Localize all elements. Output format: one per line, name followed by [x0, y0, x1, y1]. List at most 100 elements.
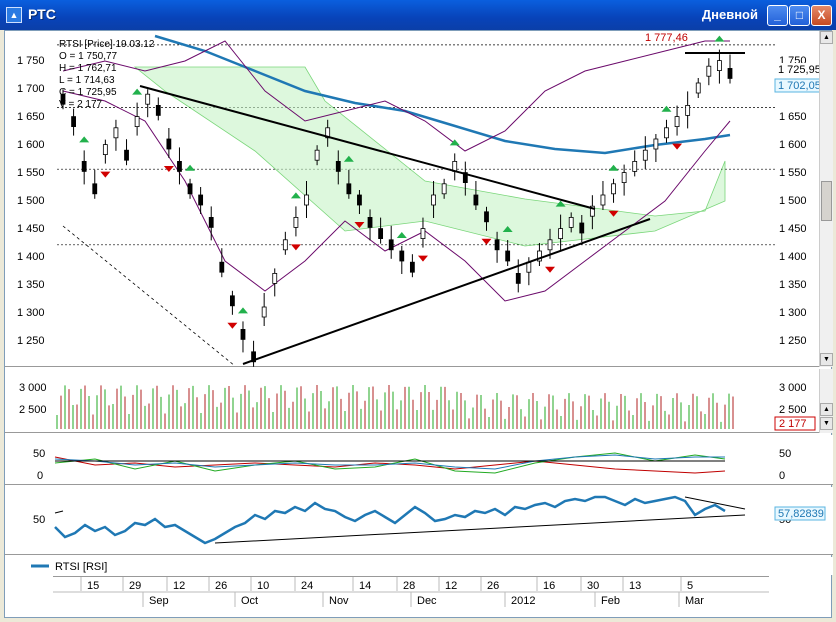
candle-body [568, 216, 574, 228]
candle-body [409, 261, 415, 273]
sell-signal-arrow [545, 266, 556, 273]
day-tick-label: 26 [215, 580, 227, 592]
osc-tick-right: 50 [779, 448, 791, 460]
candle-body [357, 194, 362, 206]
day-tick-label: 12 [173, 580, 185, 592]
volume-tick-right: 3 000 [779, 382, 807, 394]
rsi-line [54, 495, 726, 545]
legend-series-label: RTSI [RSI] [55, 561, 107, 573]
candle-body [272, 272, 278, 284]
candle-body [60, 93, 66, 105]
price-tick-left: 1 250 [17, 335, 45, 347]
price-tick-left: 1 450 [17, 223, 45, 235]
volume-tick-right: 2 500 [779, 404, 807, 416]
price-pane[interactable]: 1 750 1 700 1 650 1 600 1 550 1 500 1 450 1 400… [5, 31, 833, 367]
scroll-down-arrow[interactable]: ▼ [820, 353, 833, 366]
legend: RTSI [RSI] [5, 557, 833, 575]
buy-signal-arrow [290, 192, 301, 199]
dashed-diagonal [62, 225, 236, 367]
ohlc-info-line: C = 1 725,95 [59, 87, 117, 98]
candle-body [177, 160, 182, 172]
candle-body [462, 172, 468, 184]
oscillator-chart[interactable]: 50 0 50 0 [5, 435, 833, 485]
current-price-box [775, 63, 820, 76]
volume-tick-left: 3 000 [19, 382, 47, 394]
day-tick-label: 14 [359, 580, 371, 592]
volume-pane[interactable]: 3 000 2 500 3 000 2 500 2 177 ▲ ▼ [5, 369, 833, 433]
day-tick-label: 16 [543, 580, 555, 592]
candle-body [706, 65, 712, 77]
price-tick-right: 1 500 [779, 195, 807, 207]
day-tick-label: 13 [629, 580, 641, 592]
scroll-up-arrow[interactable]: ▲ [820, 31, 833, 44]
buy-signal-arrow [608, 164, 619, 171]
price-tick-left: 1 350 [17, 279, 45, 291]
sell-signal-arrow [608, 210, 619, 217]
candle-body [537, 250, 542, 262]
candle-body [102, 144, 108, 155]
candle-body [441, 183, 447, 195]
close-button[interactable]: X [811, 5, 832, 26]
candle-body [346, 183, 352, 195]
period-label: Дневной [701, 7, 758, 22]
sell-signal-arrow [290, 244, 301, 251]
sell-signal-arrow [354, 222, 365, 228]
time-axis[interactable]: 15 29 12 26 10 24 14 28 12 26 16 30 13 5 Sep Oct Nov Dec… [53, 576, 769, 607]
day-tick-label: 29 [129, 580, 141, 592]
day-tick-label: 15 [87, 580, 99, 592]
rsi-trend-line-lower [214, 514, 746, 544]
minimize-button[interactable]: _ [767, 5, 788, 26]
volume-scrollbar[interactable]: ▲ ▼ [819, 369, 833, 433]
buy-signal-arrow [343, 155, 354, 162]
scroll-thumb[interactable] [821, 181, 832, 221]
maximize-button[interactable]: □ [789, 5, 810, 26]
price-scrollbar[interactable]: ▲ ▼ [819, 31, 833, 367]
candle-body [473, 194, 479, 206]
volume-chart[interactable]: 3 000 2 500 3 000 2 500 2 177 [5, 369, 833, 433]
chart-client-area: 1 750 1 700 1 650 1 600 1 550 1 500 1 450 1 400… [4, 30, 833, 618]
rsi-chart[interactable]: 50 50 57,82839 [5, 487, 833, 555]
volume-tick-left: 2 500 [19, 404, 47, 416]
candle-body [229, 295, 235, 307]
ohlc-info-line: L = 1 714,63 [59, 75, 115, 86]
buy-signal-arrow [79, 136, 90, 143]
rsi-current-box [774, 506, 826, 521]
oscillator-pane[interactable]: 50 0 50 0 [5, 435, 833, 485]
sell-signal-arrow [163, 166, 174, 172]
candle-body [293, 216, 299, 228]
candle-body [219, 261, 225, 273]
scroll-down-arrow[interactable]: ▼ [820, 417, 833, 430]
month-tick-label: 2012 [511, 595, 535, 607]
candle-body [727, 68, 733, 79]
ma-price-label: 1 702,05 [778, 80, 821, 92]
descending-trend-line [139, 85, 596, 210]
candle-body [251, 351, 256, 363]
candle-body [515, 272, 521, 284]
candle-body [240, 328, 246, 340]
candle-body [589, 205, 595, 217]
candle-body [145, 93, 151, 105]
candle-body [484, 211, 489, 223]
buy-signal-arrow [449, 139, 460, 146]
day-tick-label: 12 [445, 580, 457, 592]
candle-body [621, 172, 627, 184]
price-tick-right: 1 300 [779, 307, 807, 319]
chart-app-icon: ▲ [6, 7, 22, 23]
buy-signal-arrow [132, 88, 143, 95]
buy-signal-arrow [555, 200, 566, 207]
month-tick-label: Oct [241, 595, 258, 607]
title-bar[interactable]: ▲ РТС Дневной _ □ X [0, 0, 836, 30]
osc-tick-left: 0 [37, 470, 43, 482]
rsi-pane[interactable]: 50 50 57,82839 [5, 487, 833, 555]
candle-body [431, 194, 436, 206]
price-chart[interactable]: 1 750 1 700 1 650 1 600 1 550 1 500 1 450 1 400… [5, 31, 833, 367]
day-tick-label: 30 [587, 580, 599, 592]
sell-signal-arrow [100, 171, 111, 178]
candle-body [198, 194, 204, 206]
candle-body [505, 250, 511, 262]
candle-body [134, 116, 140, 127]
rsi-tick-left: 50 [33, 514, 45, 526]
sell-signal-arrow [227, 322, 238, 329]
buy-signal-arrow [237, 307, 248, 314]
scroll-up-arrow[interactable]: ▲ [820, 403, 833, 416]
